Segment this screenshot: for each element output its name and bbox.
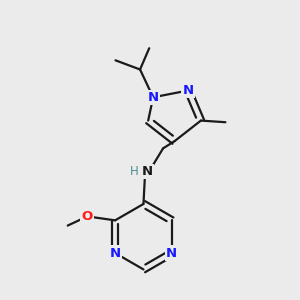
- Text: N: N: [183, 84, 194, 97]
- Text: N: N: [110, 247, 121, 260]
- Text: O: O: [81, 210, 93, 223]
- Text: N: N: [166, 247, 177, 260]
- Text: N: N: [148, 91, 159, 104]
- Text: H: H: [130, 165, 139, 178]
- Text: N: N: [142, 165, 153, 178]
